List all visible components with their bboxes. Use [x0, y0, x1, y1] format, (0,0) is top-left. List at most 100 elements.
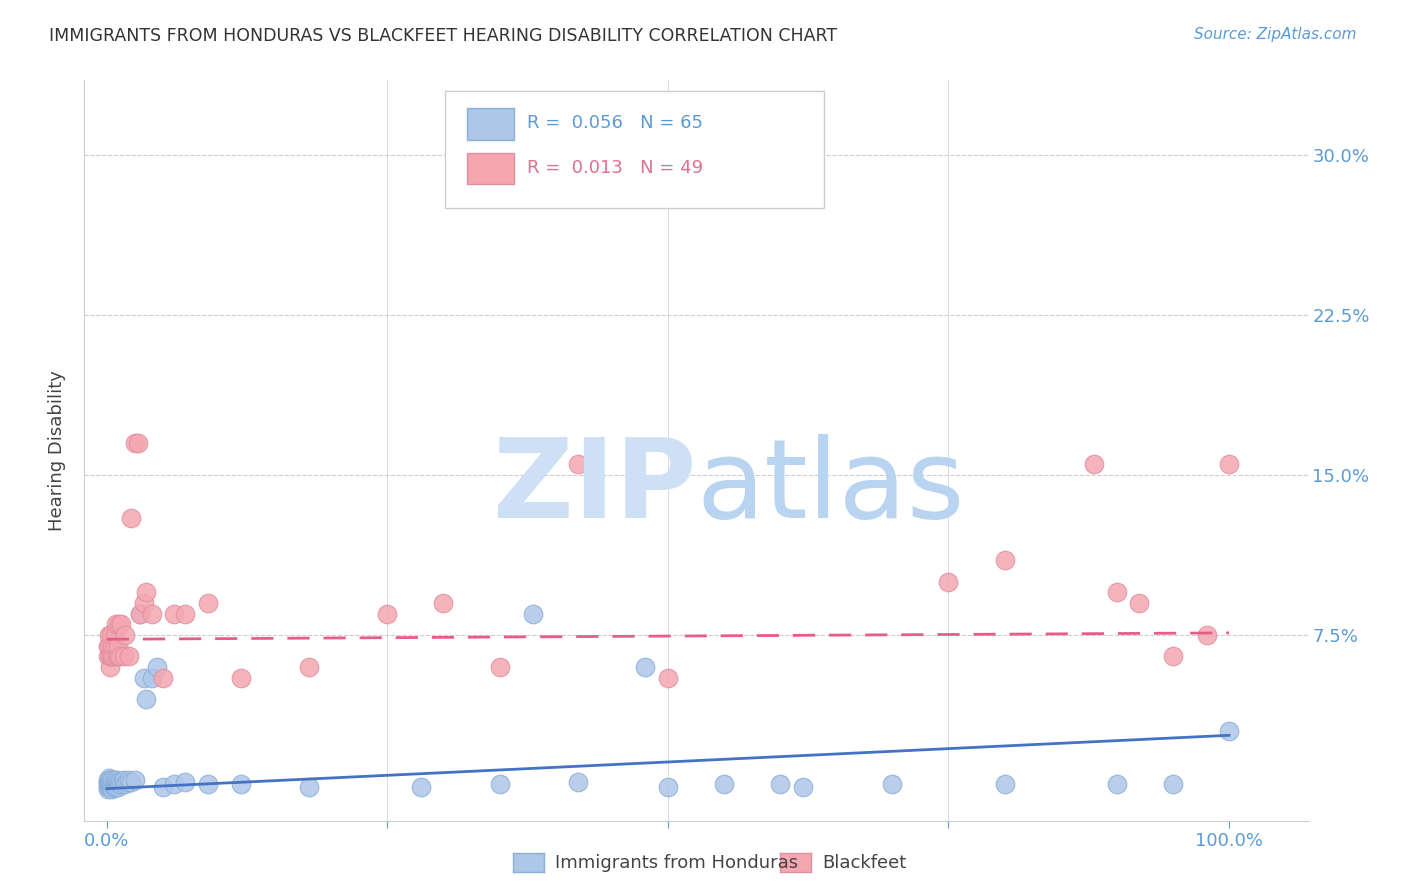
Point	[98, 773, 121, 788]
Point	[98, 775, 121, 789]
Point	[101, 639, 124, 653]
Text: Immigrants from Honduras: Immigrants from Honduras	[555, 854, 799, 871]
Point	[298, 780, 321, 794]
Point	[98, 773, 121, 788]
Point	[97, 780, 120, 794]
Point	[141, 671, 163, 685]
Text: atlas: atlas	[696, 434, 965, 541]
Point	[127, 436, 149, 450]
Point	[98, 660, 121, 674]
Point	[100, 777, 122, 791]
Point	[110, 617, 132, 632]
Point	[98, 649, 121, 664]
Point	[97, 773, 120, 788]
Point	[124, 436, 146, 450]
Point	[432, 596, 454, 610]
Point	[993, 553, 1015, 567]
Point	[409, 780, 432, 794]
Point	[657, 780, 679, 794]
Point	[100, 649, 122, 664]
Point	[107, 775, 129, 789]
Point	[101, 649, 124, 664]
Point	[104, 780, 127, 794]
Text: R =  0.013   N = 49: R = 0.013 N = 49	[527, 159, 703, 177]
Point	[98, 639, 121, 653]
Point	[488, 660, 510, 674]
Point	[110, 775, 132, 789]
Point	[97, 781, 120, 796]
Text: ZIP: ZIP	[492, 434, 696, 541]
Point	[107, 649, 129, 664]
Point	[97, 777, 120, 791]
Point	[100, 775, 122, 789]
Point	[104, 780, 127, 794]
Point	[118, 773, 141, 788]
Point	[98, 777, 121, 791]
Text: Blackfeet: Blackfeet	[823, 854, 907, 871]
Point	[1218, 724, 1240, 739]
Point	[1195, 628, 1218, 642]
FancyBboxPatch shape	[467, 153, 513, 184]
Point	[97, 639, 120, 653]
Point	[152, 780, 174, 794]
Point	[112, 773, 135, 788]
Point	[101, 777, 124, 791]
Point	[105, 777, 128, 791]
Point	[105, 649, 128, 664]
Point	[98, 628, 121, 642]
Point	[114, 628, 136, 642]
Point	[110, 649, 132, 664]
Point	[111, 775, 134, 789]
Point	[101, 773, 124, 788]
Point	[522, 607, 544, 621]
Point	[792, 780, 814, 794]
Point	[769, 777, 792, 791]
Point	[567, 775, 589, 789]
Point	[114, 777, 136, 791]
Point	[1218, 458, 1240, 472]
Point	[98, 771, 121, 785]
Point	[231, 671, 253, 685]
Point	[129, 607, 152, 621]
Point	[103, 775, 125, 789]
Point	[121, 510, 143, 524]
Point	[938, 574, 960, 589]
Point	[97, 775, 120, 789]
Point	[110, 777, 132, 791]
Point	[132, 596, 155, 610]
FancyBboxPatch shape	[467, 109, 513, 139]
Y-axis label: Hearing Disability: Hearing Disability	[48, 370, 66, 531]
Point	[141, 607, 163, 621]
Point	[118, 649, 141, 664]
Point	[146, 660, 169, 674]
Point	[174, 607, 197, 621]
Point	[112, 649, 135, 664]
Point	[107, 639, 129, 653]
Point	[713, 777, 735, 791]
Point	[377, 607, 399, 621]
Point	[98, 777, 121, 791]
Point	[152, 671, 174, 685]
Point	[103, 649, 125, 664]
Point	[107, 780, 129, 794]
Point	[105, 773, 128, 788]
Point	[104, 775, 127, 789]
Point	[657, 671, 679, 685]
Point	[104, 639, 127, 653]
Point	[197, 777, 219, 791]
Point	[634, 660, 657, 674]
Point	[163, 607, 186, 621]
Point	[100, 628, 122, 642]
Text: IMMIGRANTS FROM HONDURAS VS BLACKFEET HEARING DISABILITY CORRELATION CHART: IMMIGRANTS FROM HONDURAS VS BLACKFEET HE…	[49, 27, 838, 45]
Point	[104, 617, 127, 632]
Point	[132, 671, 155, 685]
Point	[104, 773, 127, 788]
Point	[108, 617, 131, 632]
Point	[124, 773, 146, 788]
Point	[197, 596, 219, 610]
Point	[121, 775, 143, 789]
Point	[97, 649, 120, 664]
Point	[135, 692, 157, 706]
Point	[135, 585, 157, 599]
Point	[163, 777, 186, 791]
